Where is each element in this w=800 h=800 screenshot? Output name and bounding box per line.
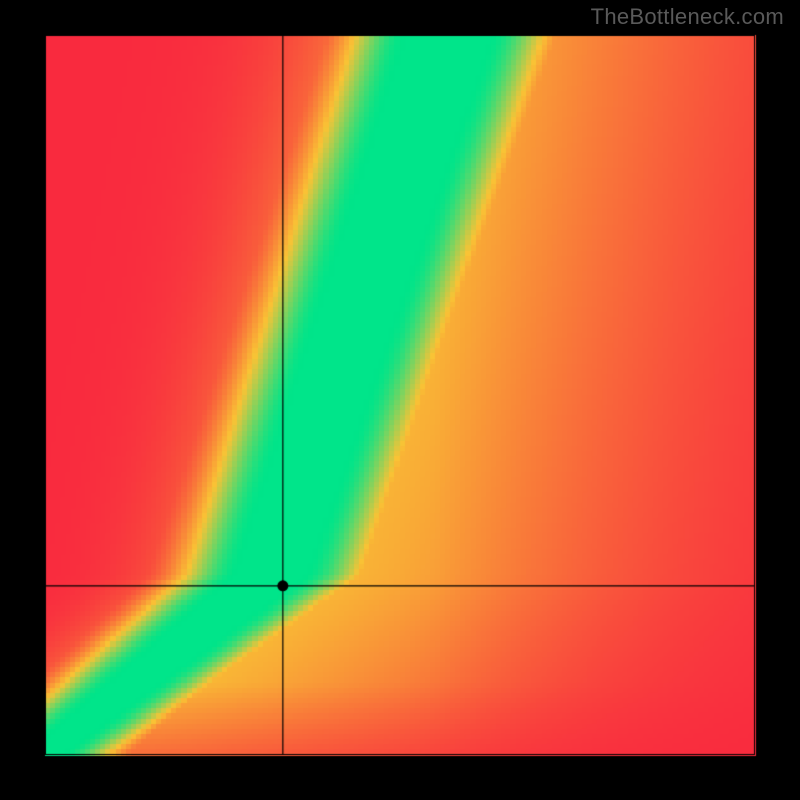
chart-container: TheBottleneck.com — [0, 0, 800, 800]
watermark-text: TheBottleneck.com — [591, 4, 784, 30]
heatmap-canvas — [0, 0, 800, 800]
